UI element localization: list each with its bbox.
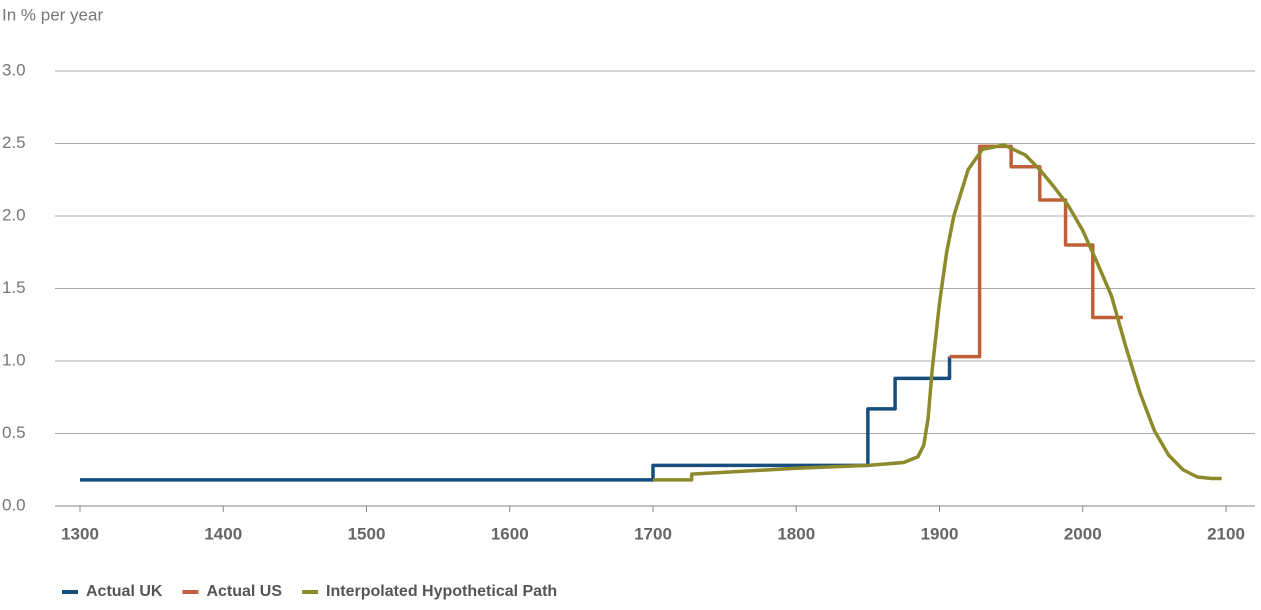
y-axis-label: In % per year [2,5,103,24]
y-tick-label: 2.0 [2,205,26,224]
x-tick-label: 1500 [348,524,386,543]
y-tick-label: 0.0 [2,495,26,514]
x-tick-label: 1600 [491,524,529,543]
x-tick-label: 1700 [634,524,672,543]
legend-label: Interpolated Hypothetical Path [326,583,557,600]
x-tick-label: 1900 [921,524,959,543]
series-line [80,356,952,482]
x-tick-label: 1400 [204,524,242,543]
series-line [949,144,1123,359]
x-tick-label: 1300 [61,524,99,543]
x-tick-label: 2000 [1064,524,1102,543]
series-line [653,143,1222,482]
y-tick-label: 0.5 [2,423,26,442]
x-tick-label: 1800 [777,524,815,543]
legend-label: Actual US [206,583,282,600]
y-tick-label: 3.0 [2,60,26,79]
x-tick-label: 2100 [1207,524,1245,543]
y-tick-label: 1.0 [2,350,26,369]
y-tick-label: 1.5 [2,278,26,297]
legend-label: Actual UK [86,583,163,600]
y-tick-label: 2.5 [2,133,26,152]
